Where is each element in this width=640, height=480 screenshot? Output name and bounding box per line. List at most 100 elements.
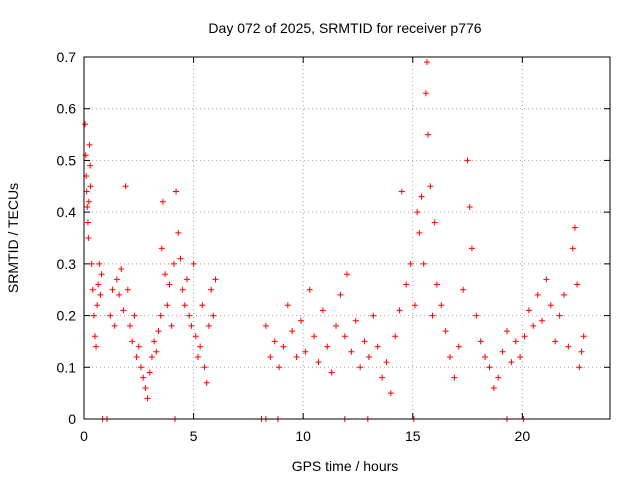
y-tick-label: 0.3 bbox=[57, 256, 77, 272]
data-point bbox=[280, 343, 287, 350]
data-point bbox=[438, 302, 445, 309]
marker-layer bbox=[82, 59, 587, 422]
data-point bbox=[403, 281, 410, 288]
data-point bbox=[365, 353, 372, 360]
data-point bbox=[468, 245, 475, 252]
data-point bbox=[86, 141, 93, 148]
y-tick-label: 0.1 bbox=[57, 359, 77, 375]
y-axis-title: SRMTID / TECUs bbox=[5, 183, 21, 293]
data-point bbox=[571, 224, 578, 231]
y-tick-label: 0.6 bbox=[57, 101, 77, 117]
data-point bbox=[158, 245, 165, 252]
data-point bbox=[90, 312, 97, 319]
data-point bbox=[173, 188, 180, 195]
x-tick-label: 15 bbox=[405, 428, 421, 444]
data-point bbox=[85, 235, 92, 241]
data-point bbox=[89, 286, 96, 293]
data-point bbox=[473, 312, 480, 319]
data-point bbox=[113, 276, 120, 283]
y-tick-label: 0.4 bbox=[57, 204, 77, 220]
data-point bbox=[328, 369, 335, 376]
y-tick-label: 0.7 bbox=[57, 49, 77, 65]
data-point bbox=[422, 90, 429, 97]
data-point bbox=[155, 328, 162, 335]
data-point bbox=[302, 348, 309, 355]
data-point bbox=[210, 312, 217, 319]
data-point bbox=[387, 390, 394, 397]
data-point bbox=[477, 338, 484, 345]
data-point bbox=[84, 203, 91, 210]
data-point bbox=[495, 374, 502, 381]
data-point bbox=[499, 348, 506, 355]
data-point bbox=[87, 162, 94, 169]
data-point bbox=[297, 317, 304, 324]
data-point bbox=[508, 359, 515, 366]
data-point bbox=[398, 188, 405, 195]
data-point bbox=[407, 260, 414, 267]
data-point bbox=[455, 343, 462, 350]
data-point bbox=[142, 384, 149, 391]
data-point bbox=[199, 302, 206, 309]
data-point bbox=[175, 229, 182, 236]
data-point bbox=[442, 328, 449, 335]
data-point bbox=[262, 322, 269, 329]
data-point bbox=[418, 193, 425, 200]
data-point bbox=[82, 121, 89, 128]
data-point bbox=[311, 333, 318, 340]
data-point bbox=[379, 374, 386, 381]
data-point bbox=[91, 333, 98, 340]
data-point bbox=[534, 291, 541, 298]
data-point bbox=[170, 260, 177, 267]
data-point bbox=[203, 379, 210, 386]
data-point bbox=[552, 338, 559, 345]
data-point bbox=[96, 260, 103, 267]
data-point bbox=[411, 302, 418, 309]
data-point bbox=[118, 266, 125, 273]
data-point bbox=[284, 302, 291, 309]
data-point bbox=[525, 307, 532, 314]
data-point bbox=[122, 183, 129, 190]
data-point bbox=[578, 348, 585, 355]
y-tick-label: 0.5 bbox=[57, 152, 77, 168]
data-point bbox=[107, 312, 114, 319]
data-point bbox=[162, 271, 169, 278]
data-point bbox=[293, 353, 300, 360]
data-point bbox=[201, 364, 208, 371]
data-point bbox=[194, 353, 201, 360]
data-point bbox=[83, 188, 90, 195]
data-point bbox=[433, 281, 440, 288]
data-point bbox=[179, 286, 186, 293]
tick-layer: 0 0.1 0.2 0.3 0.4 0.5 0.6 0.7 0 5 10 15 20 bbox=[57, 49, 610, 444]
data-point bbox=[164, 302, 171, 309]
data-point bbox=[357, 364, 364, 371]
data-point bbox=[341, 333, 348, 340]
data-point bbox=[289, 328, 296, 335]
x-axis-title: GPS time / hours bbox=[292, 458, 399, 474]
data-point bbox=[84, 219, 91, 226]
data-point bbox=[94, 302, 101, 309]
data-point bbox=[111, 322, 118, 329]
data-point bbox=[361, 338, 368, 345]
data-point bbox=[482, 353, 489, 360]
data-point bbox=[547, 302, 554, 309]
data-point bbox=[414, 209, 421, 216]
data-point bbox=[153, 348, 160, 355]
data-point bbox=[127, 322, 134, 329]
data-point bbox=[87, 183, 94, 190]
data-point bbox=[431, 219, 438, 226]
x-tick-label: 10 bbox=[295, 428, 311, 444]
data-point bbox=[271, 338, 278, 345]
data-point bbox=[124, 286, 131, 293]
data-point bbox=[348, 348, 355, 355]
data-point bbox=[396, 307, 403, 314]
data-point bbox=[192, 333, 199, 340]
data-point bbox=[140, 374, 147, 381]
data-point bbox=[144, 395, 151, 402]
data-point bbox=[521, 333, 528, 340]
data-point bbox=[186, 312, 193, 319]
data-point bbox=[370, 312, 377, 319]
data-point bbox=[569, 245, 576, 252]
y-tick-label: 0.2 bbox=[57, 308, 77, 324]
grid-layer bbox=[84, 57, 610, 419]
